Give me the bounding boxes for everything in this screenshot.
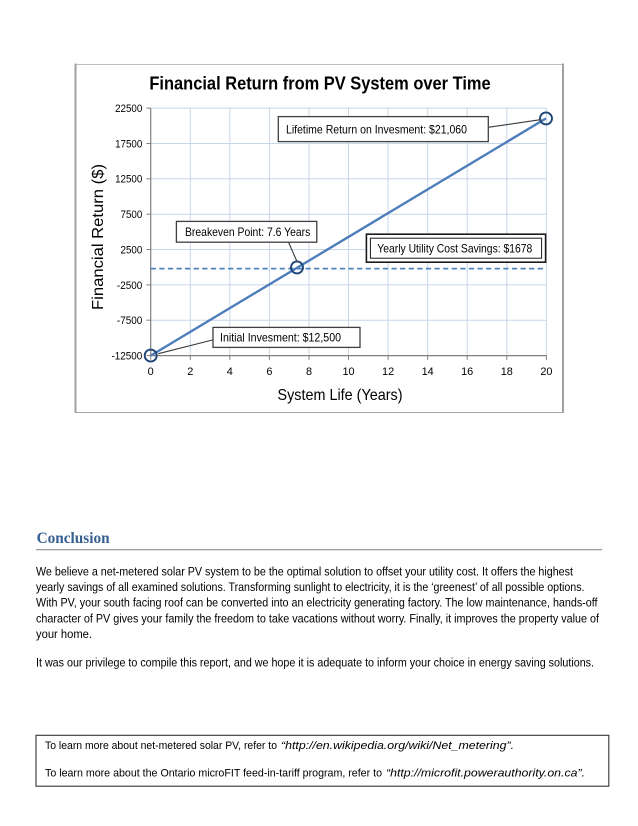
svg-text:character of PV gives your fam: character of PV gives your family the fr… <box>36 611 600 625</box>
svg-text:Financial Return from PV Syste: Financial Return from PV System over Tim… <box>149 73 490 94</box>
svg-text:“http://en.wikipedia.org/wiki/: “http://en.wikipedia.org/wiki/Net_meteri… <box>281 740 514 752</box>
svg-text:-2500: -2500 <box>117 280 142 292</box>
svg-text:To learn more about the Ontari: To learn more about the Ontario microFIT… <box>45 768 382 780</box>
svg-text:Financial Return ($): Financial Return ($) <box>90 164 107 310</box>
svg-text:4: 4 <box>227 366 233 378</box>
svg-text:22500: 22500 <box>115 103 142 115</box>
svg-text:17500: 17500 <box>115 138 142 150</box>
svg-text:2500: 2500 <box>121 244 143 256</box>
svg-text:yearly savings of all examined: yearly savings of all examined solutions… <box>36 580 585 594</box>
svg-text:18: 18 <box>501 366 513 378</box>
svg-text:14: 14 <box>422 366 434 378</box>
svg-text:2: 2 <box>187 366 193 378</box>
svg-text:0: 0 <box>148 366 154 378</box>
svg-text:Initial Invesment: $12,500: Initial Invesment: $12,500 <box>220 332 341 345</box>
svg-text:6: 6 <box>266 366 272 378</box>
svg-text:Breakeven Point: 7.6 Years: Breakeven Point: 7.6 Years <box>185 226 310 239</box>
svg-text:10: 10 <box>342 366 354 378</box>
svg-text:To learn more about net-metere: To learn more about net-metered solar PV… <box>45 740 277 752</box>
svg-text:It was our privilege to compil: It was our privilege to compile this rep… <box>36 656 594 670</box>
svg-text:Conclusion: Conclusion <box>37 530 110 547</box>
svg-text:We believe a net-metered solar: We believe a net-metered solar PV system… <box>36 565 574 579</box>
svg-text:8: 8 <box>306 366 312 378</box>
svg-text:Lifetime Return on Invesment:: Lifetime Return on Invesment: $21,060 <box>286 123 467 136</box>
svg-text:With PV, your south facing roo: With PV, your south facing roof can be c… <box>36 596 598 610</box>
svg-text:16: 16 <box>461 366 473 378</box>
svg-text:-12500: -12500 <box>112 351 143 363</box>
svg-text:12: 12 <box>382 366 394 378</box>
svg-text:“http://microfit.powerauthorit: “http://microfit.powerauthority.on.ca”. <box>386 768 585 780</box>
svg-text:12500: 12500 <box>115 174 142 186</box>
svg-text:System Life (Years): System Life (Years) <box>278 387 403 404</box>
svg-text:Yearly Utility Cost Savings: $: Yearly Utility Cost Savings: $1678 <box>377 243 532 256</box>
svg-text:20: 20 <box>540 366 552 378</box>
svg-text:7500: 7500 <box>121 209 143 221</box>
svg-text:-7500: -7500 <box>117 315 142 327</box>
svg-text:your home.: your home. <box>36 627 92 641</box>
